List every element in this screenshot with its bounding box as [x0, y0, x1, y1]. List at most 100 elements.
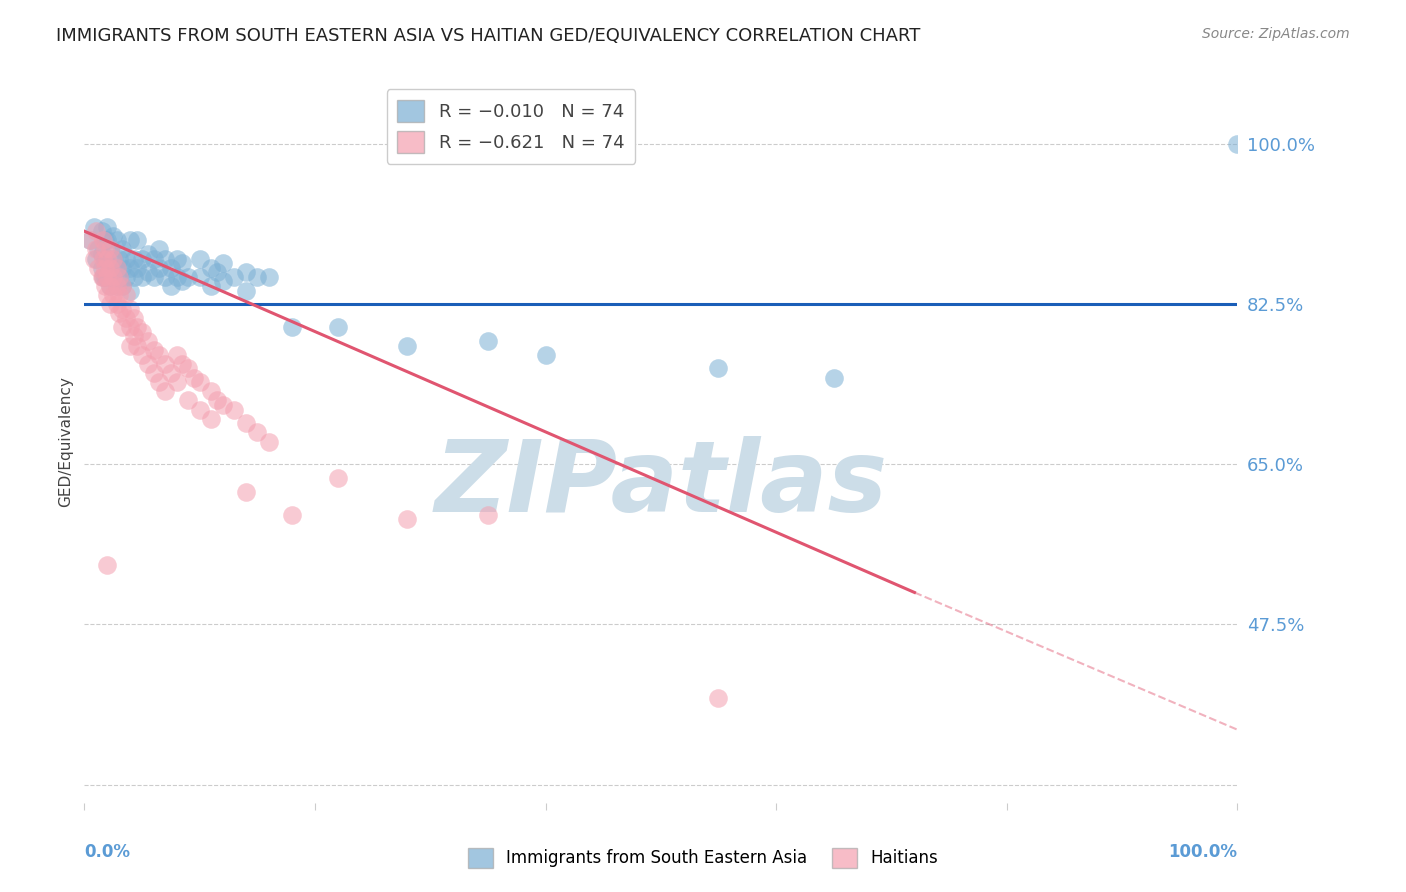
Point [96, 252, 118, 266]
Point [160, 279, 183, 293]
Point [94, 269, 117, 284]
Point [111, 279, 134, 293]
Point [91, 269, 114, 284]
Point [148, 348, 170, 362]
Point [105, 233, 128, 247]
Point [87, 243, 110, 257]
Point [115, 252, 138, 266]
Point [94, 279, 117, 293]
Point [98, 243, 121, 257]
Point [136, 334, 159, 348]
Point [105, 297, 128, 311]
Point [177, 361, 200, 376]
Point [166, 269, 188, 284]
Point [122, 311, 145, 326]
Point [103, 228, 124, 243]
Legend: Immigrants from South Eastern Asia, Haitians: Immigrants from South Eastern Asia, Hait… [461, 841, 945, 875]
Point [108, 252, 131, 266]
Point [160, 366, 183, 380]
Point [142, 269, 165, 284]
Point [131, 269, 153, 284]
Point [534, 348, 557, 362]
Point [172, 357, 194, 371]
Point [105, 279, 128, 293]
Text: 0.0%: 0.0% [84, 843, 131, 861]
Point [160, 260, 183, 275]
Point [224, 269, 246, 284]
Point [122, 329, 145, 343]
Point [235, 284, 257, 298]
Point [235, 265, 257, 279]
Point [120, 260, 142, 275]
Point [246, 425, 269, 440]
Point [108, 288, 131, 302]
Point [127, 338, 149, 352]
Point [396, 338, 419, 352]
Point [98, 279, 121, 293]
Point [94, 243, 117, 257]
Point [90, 260, 112, 275]
Point [111, 260, 134, 275]
Point [172, 256, 194, 270]
Point [707, 690, 730, 705]
Point [122, 269, 145, 284]
Point [166, 348, 188, 362]
Point [200, 384, 222, 399]
Point [96, 233, 118, 247]
Point [87, 260, 110, 275]
Point [188, 402, 211, 417]
Point [96, 219, 118, 234]
Point [477, 508, 499, 522]
Point [166, 375, 188, 389]
Point [103, 252, 124, 266]
Point [396, 512, 419, 526]
Point [153, 357, 176, 371]
Point [115, 311, 138, 326]
Point [1226, 137, 1249, 152]
Point [211, 256, 233, 270]
Point [326, 471, 349, 485]
Point [108, 306, 131, 320]
Point [91, 252, 114, 266]
Point [115, 288, 138, 302]
Point [127, 320, 149, 334]
Text: 100.0%: 100.0% [1168, 843, 1237, 861]
Point [120, 338, 142, 352]
Point [153, 384, 176, 399]
Point [205, 393, 228, 408]
Point [120, 320, 142, 334]
Point [79, 233, 101, 247]
Point [94, 252, 117, 266]
Text: IMMIGRANTS FROM SOUTH EASTERN ASIA VS HAITIAN GED/EQUIVALENCY CORRELATION CHART: IMMIGRANTS FROM SOUTH EASTERN ASIA VS HA… [56, 27, 921, 45]
Point [142, 252, 165, 266]
Point [83, 219, 105, 234]
Point [91, 269, 114, 284]
Point [153, 269, 176, 284]
Point [96, 269, 118, 284]
Point [205, 265, 228, 279]
Y-axis label: GED/Equivalency: GED/Equivalency [58, 376, 73, 507]
Point [177, 393, 200, 408]
Point [188, 269, 211, 284]
Point [136, 357, 159, 371]
Point [122, 252, 145, 266]
Point [326, 320, 349, 334]
Point [477, 334, 499, 348]
Point [94, 260, 117, 275]
Point [136, 265, 159, 279]
Point [200, 279, 222, 293]
Point [148, 243, 170, 257]
Point [96, 558, 118, 572]
Point [148, 260, 170, 275]
Point [281, 508, 304, 522]
Point [91, 233, 114, 247]
Point [200, 411, 222, 425]
Point [79, 233, 101, 247]
Point [120, 301, 142, 316]
Point [188, 375, 211, 389]
Point [120, 284, 142, 298]
Point [120, 233, 142, 247]
Point [257, 269, 280, 284]
Point [172, 275, 194, 289]
Point [127, 233, 149, 247]
